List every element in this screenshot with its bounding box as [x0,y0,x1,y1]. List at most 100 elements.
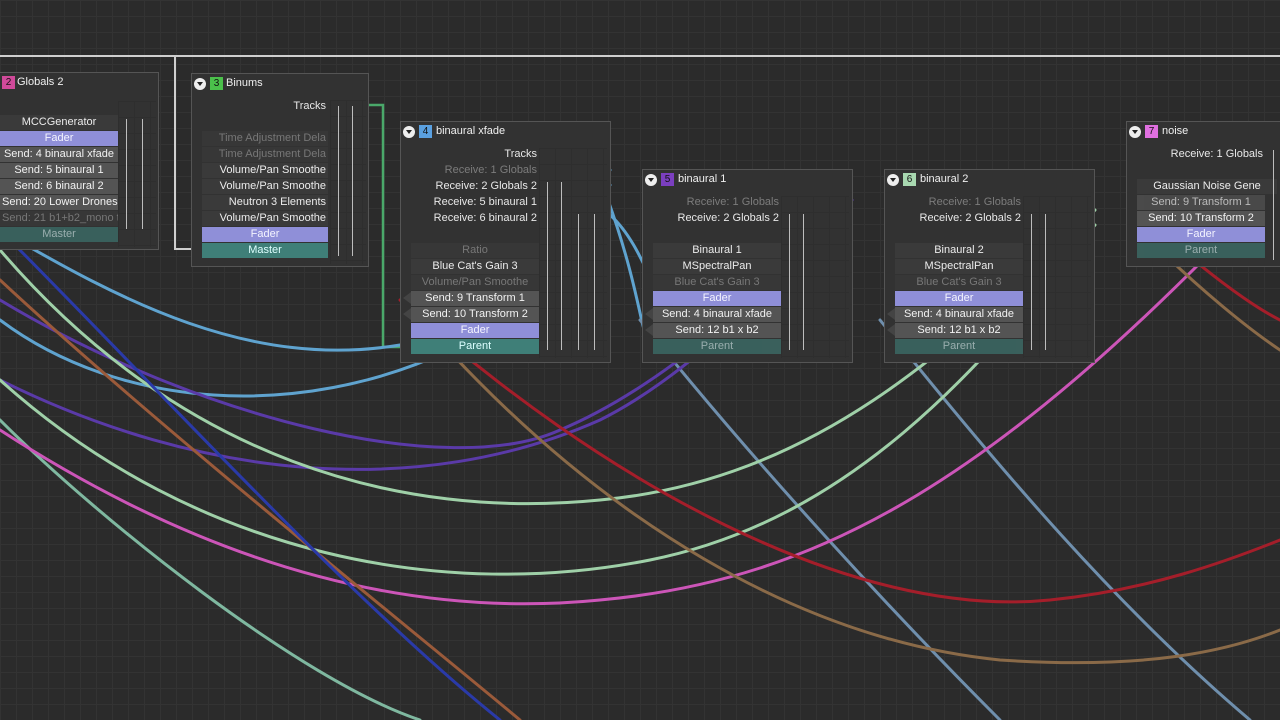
send-slot[interactable]: Send: 12 b1 x b2 [653,323,781,338]
plugin-slot[interactable]: MSpectralPan [895,259,1023,274]
node-number: 6 [903,173,916,186]
input-tab[interactable] [645,324,653,336]
input-tab[interactable] [887,324,895,336]
routing-line [594,214,595,350]
parent-slot[interactable]: Parent [895,339,1023,354]
parent-slot[interactable]: Parent [653,339,781,354]
plugin-slot[interactable]: Blue Cat's Gain 3 [411,259,539,274]
node-routing-grid [781,196,849,358]
receive-slot[interactable]: Receive: 1 Globals [1170,148,1263,160]
node-binums[interactable]: 3 Binums Tracks Time Adjustment Dela Tim… [191,73,369,267]
routing-line [803,214,804,350]
send-slot[interactable]: Send: 12 b1 x b2 [895,323,1023,338]
plugin-slot[interactable]: Volume/Pan Smoothe [202,179,328,194]
parent-slot[interactable]: Parent [1137,243,1265,258]
plugin-slot[interactable]: Gaussian Noise Gene [1137,179,1277,194]
send-slot[interactable]: Send: 9 Transform 1 [411,291,539,306]
binums-bracket-foot [174,248,192,250]
plugin-slot[interactable]: MCCGenerator [0,115,118,130]
plugin-slot[interactable]: MSpectralPan [653,259,781,274]
send-slot[interactable]: Send: 10 Transform 2 [1137,211,1265,226]
fader-slot[interactable]: Fader [1137,227,1265,242]
parent-slot[interactable]: Parent [411,339,539,354]
receive-slot[interactable]: Receive: 1 Globals [928,196,1021,208]
routing-line [1031,214,1032,350]
send-slot[interactable]: Send: 6 binaural 2 [0,179,118,194]
fader-slot[interactable]: Fader [653,291,781,306]
tracks-label: Tracks [293,100,326,112]
wire-mint [0,418,422,720]
routing-line [1273,150,1274,260]
send-slot[interactable]: Send: 21 b1+b2_mono to [0,211,118,226]
plugin-slot[interactable]: Volume/Pan Smoothe [411,275,539,290]
master-slot[interactable]: Master [202,243,328,258]
top-bus-line [0,55,1280,57]
node-binaural-1[interactable]: 5 binaural 1 Receive: 1 Globals Receive:… [642,169,853,363]
input-tab[interactable] [887,308,895,320]
fader-slot[interactable]: Fader [411,323,539,338]
node-globals-2[interactable]: 2 Globals 2 MCCGenerator Fader Send: 4 b… [0,72,159,250]
node-header[interactable]: 6 binaural 2 [885,170,1094,190]
plugin-slot[interactable]: Time Adjustment Dela [202,147,328,162]
node-noise[interactable]: 7 noise Receive: 1 Globals Gaussian Nois… [1126,121,1280,267]
fader-slot[interactable]: Fader [202,227,328,242]
fader-slot[interactable]: Fader [0,131,118,146]
receive-slot[interactable]: Receive: 1 Globals [444,164,537,176]
node-header[interactable]: 4 binaural xfade [401,122,610,142]
tracks-label: Tracks [504,148,537,160]
node-header[interactable]: 7 noise [1127,122,1280,142]
plugin-slot[interactable]: Neutron 3 Elements [202,195,328,210]
collapse-icon[interactable] [403,126,415,138]
plugin-slot[interactable]: Blue Cat's Gain 3 [653,275,781,290]
fader-slot[interactable]: Fader [895,291,1023,306]
node-routing-grid [118,101,156,247]
send-slot[interactable]: Send: 20 Lower Drones [0,195,118,210]
wire-steel [638,318,1002,720]
node-title: Globals 2 [17,76,64,88]
node-number: 2 [2,76,15,89]
plugin-slot[interactable]: Volume/Pan Smoothe [202,211,328,226]
collapse-icon[interactable] [645,174,657,186]
routing-line [561,182,562,350]
node-number: 7 [1145,125,1158,138]
parameter-slot[interactable]: Ratio [411,243,539,258]
receive-slot[interactable]: Receive: 1 Globals [686,196,779,208]
send-slot[interactable]: Send: 4 binaural xfade [0,147,118,162]
node-number: 3 [210,77,223,90]
plugin-slot[interactable]: Time Adjustment Dela [202,131,328,146]
plugin-slot[interactable]: Volume/Pan Smoothe [202,163,328,178]
receive-slot[interactable]: Receive: 2 Globals 2 [919,212,1022,224]
node-header[interactable]: 5 binaural 1 [643,170,852,190]
wire-green [366,103,404,349]
plugin-slot[interactable]: Blue Cat's Gain 3 [895,275,1023,290]
collapse-icon[interactable] [1129,126,1141,138]
node-number: 5 [661,173,674,186]
plugin-slot[interactable]: Binaural 1 [653,243,781,258]
send-slot[interactable]: Send: 4 binaural xfade [895,307,1023,322]
master-slot[interactable]: Master [0,227,118,242]
routing-line [352,106,353,256]
receive-slot[interactable]: Receive: 5 binaural 1 [433,196,537,208]
send-slot[interactable]: Send: 4 binaural xfade [653,307,781,322]
plugin-slot[interactable]: Binaural 2 [895,243,1023,258]
send-slot[interactable]: Send: 10 Transform 2 [411,307,539,322]
routing-line [126,119,127,229]
routing-line [338,106,339,256]
input-tab[interactable] [403,308,411,320]
receive-slot[interactable]: Receive: 2 Globals 2 [677,212,780,224]
receive-slot[interactable]: Receive: 2 Globals 2 [435,180,538,192]
node-header[interactable]: 2 Globals 2 [0,73,158,93]
wire-brown [428,328,1280,665]
send-slot[interactable]: Send: 9 Transform 1 [1137,195,1265,210]
input-tab[interactable] [645,308,653,320]
node-binaural-2[interactable]: 6 binaural 2 Receive: 1 Globals Receive:… [884,169,1095,363]
node-binaural-xfade[interactable]: 4 binaural xfade Tracks Receive: 1 Globa… [400,121,611,363]
node-title: binaural 2 [920,173,969,185]
collapse-icon[interactable] [887,174,899,186]
collapse-icon[interactable] [194,78,206,90]
send-slot[interactable]: Send: 5 binaural 1 [0,163,118,178]
node-header[interactable]: 3 Binums [192,74,368,94]
receive-slot[interactable]: Receive: 6 binaural 2 [433,212,537,224]
input-tab[interactable] [403,292,411,304]
